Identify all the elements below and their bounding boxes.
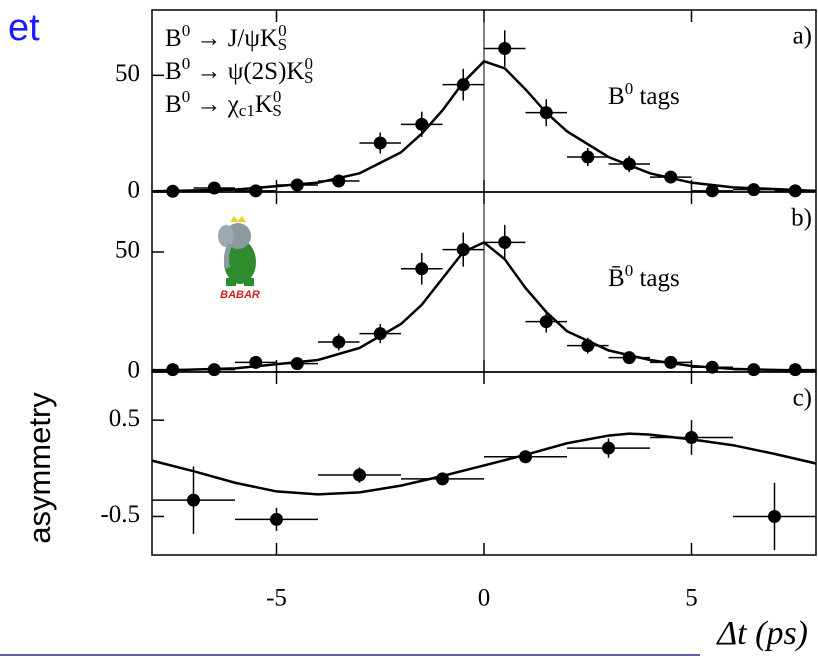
- data-point: [685, 430, 698, 444]
- text-part: 0: [182, 21, 191, 40]
- text-part: S: [272, 101, 281, 120]
- header-fragment: et: [8, 7, 40, 49]
- data-point: [747, 183, 761, 197]
- logo: [218, 216, 256, 286]
- fit-curve: [151, 59, 817, 193]
- x-tick-label: 0: [478, 585, 491, 612]
- text-part: B: [165, 58, 182, 85]
- text-part: tags: [633, 83, 680, 110]
- text-part: tags: [633, 265, 680, 292]
- annotation: B0 → ψ(2S)K0 S: [165, 54, 313, 87]
- x-tick-label: -5: [266, 585, 287, 612]
- text-part: K: [255, 91, 273, 118]
- data-point: [498, 42, 512, 55]
- data-point: [705, 184, 719, 198]
- data-point: [290, 357, 304, 371]
- text-part: B: [608, 83, 625, 110]
- data-point: [415, 262, 429, 276]
- logo-text: BABAR: [220, 289, 260, 301]
- text-part: B: [165, 25, 182, 52]
- data-point: [415, 117, 429, 131]
- text-part: S: [304, 68, 313, 87]
- x-axis-label: Δt (ps): [715, 615, 808, 652]
- text-part: S: [278, 35, 287, 54]
- data-point: [768, 509, 781, 523]
- y-axis-label: asymmetry: [22, 392, 57, 544]
- annotation: B0 → J/ψK0 S: [165, 21, 287, 54]
- text-part: 0: [304, 54, 313, 73]
- data-point: [581, 150, 595, 164]
- data-point: [332, 335, 346, 349]
- text-part: B̄: [608, 265, 625, 292]
- text-part: 0: [182, 87, 191, 106]
- data-point: [456, 243, 470, 257]
- y-tick-label: 0.5: [109, 405, 140, 432]
- data-point: [602, 441, 615, 455]
- data-point: [539, 315, 553, 329]
- data-point: [270, 512, 283, 526]
- panel-label: c): [793, 385, 812, 412]
- y-tick-label: 0: [128, 357, 141, 384]
- text-part: B: [165, 91, 182, 118]
- panel-label: b): [791, 205, 812, 232]
- fit-curve: [151, 432, 817, 496]
- data-point: [187, 493, 200, 507]
- data-point: [373, 136, 387, 150]
- fit-curve: [151, 240, 817, 373]
- panel-label: a): [793, 23, 812, 50]
- y-tick-label: 0: [128, 177, 141, 204]
- text-part: 0: [625, 261, 634, 280]
- text-part: → χ: [190, 91, 239, 118]
- panel-frame: [151, 371, 817, 556]
- text-part: 0: [625, 79, 634, 98]
- data-point: [353, 468, 366, 482]
- y-tick-label: 50: [115, 237, 140, 264]
- text-part: 0: [273, 87, 282, 106]
- data-point: [498, 235, 512, 249]
- tag-label: B0 tags: [608, 79, 680, 109]
- text-part: 0: [278, 21, 287, 40]
- text-part: 0: [182, 54, 191, 73]
- annotation: B0 → χc1K0 S: [165, 87, 282, 120]
- tag-label: B̄0 tags: [608, 261, 680, 291]
- text-part: c1: [239, 101, 255, 120]
- text-part: → J/ψK: [190, 25, 278, 52]
- text-part: → ψ(2S)K: [190, 58, 304, 85]
- x-tick-label: 5: [685, 585, 698, 612]
- y-tick-label: -0.5: [100, 501, 140, 528]
- y-tick-label: 50: [115, 60, 140, 87]
